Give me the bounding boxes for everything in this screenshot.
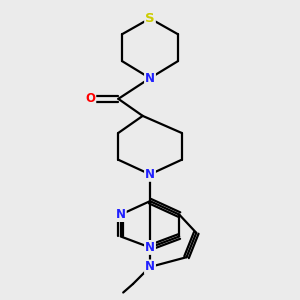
Text: N: N — [116, 208, 126, 221]
Text: N: N — [145, 168, 155, 181]
Text: O: O — [85, 92, 95, 105]
Text: N: N — [145, 72, 155, 85]
Text: S: S — [145, 12, 155, 25]
Text: N: N — [145, 241, 155, 254]
Text: N: N — [145, 260, 155, 273]
